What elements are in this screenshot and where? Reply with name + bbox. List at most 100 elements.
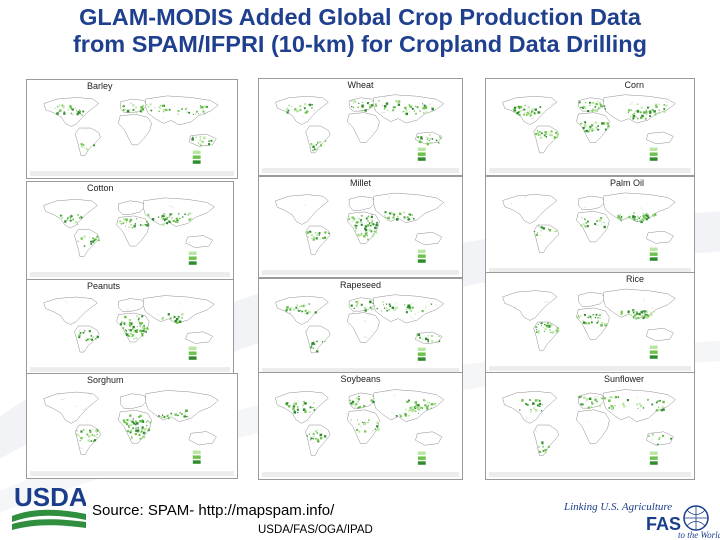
crop-cell — [601, 322, 604, 324]
crop-cell — [389, 212, 391, 215]
crop-cell — [548, 325, 550, 327]
crop-cell — [389, 305, 392, 307]
crop-cell — [657, 400, 659, 402]
crop-cell — [160, 415, 163, 419]
crop-cell — [369, 306, 372, 309]
crop-cell — [371, 214, 373, 216]
map-legend — [649, 451, 658, 465]
crop-cell — [546, 324, 548, 327]
crop-cell — [626, 217, 628, 220]
crop-cell — [285, 309, 288, 312]
crop-cell — [140, 106, 143, 109]
legend-swatch — [417, 249, 426, 253]
crop-cell — [398, 212, 402, 216]
crop-cell — [584, 218, 586, 221]
crop-cell — [147, 213, 150, 216]
crop-cell — [129, 423, 132, 427]
crop-cell — [313, 148, 316, 151]
crop-cell — [166, 222, 169, 225]
map-footer — [489, 366, 691, 372]
country-border — [380, 112, 386, 114]
crop-cell — [78, 216, 80, 218]
crop-cell — [388, 217, 391, 220]
crop-cell — [529, 399, 531, 401]
world-map — [262, 294, 459, 374]
country-border — [350, 103, 352, 106]
crop-cell — [136, 338, 138, 340]
crop-cell — [285, 108, 288, 111]
crop-cell — [416, 106, 419, 109]
crop-cell — [367, 102, 369, 103]
crop-cell — [127, 421, 129, 424]
crop-cell — [82, 429, 85, 431]
crop-cell — [143, 325, 145, 327]
map-panel-palm-oil: Palm Oil — [485, 176, 695, 276]
crop-cell — [415, 403, 418, 406]
crop-cell — [400, 417, 402, 419]
crop-cell — [70, 215, 73, 218]
crop-cell — [322, 237, 325, 240]
crop-cell — [312, 347, 315, 349]
crop-cell — [601, 122, 604, 125]
crop-cell — [642, 213, 645, 216]
country-border — [81, 348, 84, 353]
crop-cell — [589, 397, 592, 400]
crop-cell — [350, 419, 352, 421]
crop-cell — [582, 126, 585, 130]
crop-cell — [183, 415, 186, 418]
legend-swatch — [649, 257, 658, 261]
crop-cell — [370, 224, 372, 227]
crop-cell — [135, 111, 138, 114]
crop-cell — [650, 313, 653, 316]
crop-cell — [627, 112, 629, 114]
crop-cell — [404, 413, 407, 416]
crop-cell — [357, 233, 359, 235]
crop-cell — [356, 305, 358, 308]
crop-cell — [583, 130, 586, 132]
country-border — [310, 441, 316, 445]
crop-cell — [320, 144, 323, 147]
crop-cell — [640, 220, 643, 224]
crop-cell — [395, 306, 398, 310]
crop-cell — [94, 439, 97, 442]
world-map — [30, 295, 230, 373]
crop-cell — [415, 112, 417, 115]
crop-cell — [286, 107, 288, 109]
crop-cell — [202, 110, 205, 113]
crop-cell — [80, 436, 83, 440]
crop-cell — [595, 313, 598, 316]
crop-cell — [641, 114, 644, 118]
crop-cell — [96, 429, 99, 432]
crop-cell — [130, 429, 133, 432]
country-border — [428, 300, 430, 303]
crop-cell — [393, 213, 396, 216]
crop-cell — [425, 305, 427, 307]
crop-cell — [192, 113, 194, 115]
crop-cell — [178, 320, 182, 323]
crop-cell — [408, 414, 410, 417]
country-border — [530, 117, 535, 120]
crop-cell — [304, 402, 307, 405]
continent-africa — [576, 409, 610, 444]
country-border — [161, 296, 163, 299]
crop-cell — [419, 406, 422, 408]
crop-cell — [590, 405, 593, 408]
crop-cell — [429, 311, 431, 312]
crop-cell — [358, 234, 360, 237]
crop-cell — [139, 420, 142, 423]
crop-cell — [418, 312, 420, 314]
crop-cell — [377, 427, 380, 431]
crop-cell — [525, 403, 527, 405]
crop-cell — [392, 109, 395, 112]
crop-cell — [135, 328, 137, 330]
crop-cell — [638, 111, 641, 113]
crop-cell — [541, 403, 543, 405]
crop-cell — [546, 325, 549, 328]
crop-cell — [309, 406, 312, 409]
crop-cell — [373, 230, 376, 233]
crop-cell — [132, 422, 135, 425]
crop-cell — [547, 228, 550, 230]
crop-cell — [524, 104, 526, 107]
crop-cell — [353, 307, 355, 309]
continent-africa — [576, 307, 610, 340]
